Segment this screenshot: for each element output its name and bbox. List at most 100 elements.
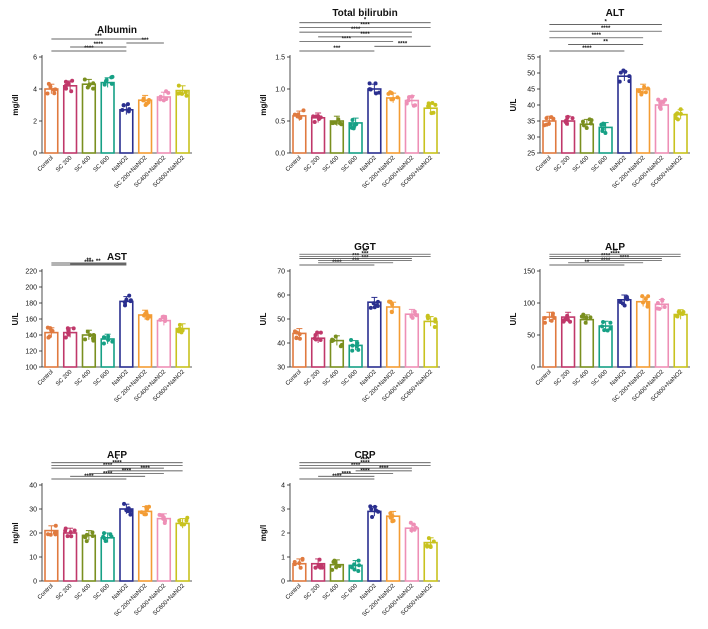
x-tick-label: SC 200 [303,155,322,174]
data-point [542,123,547,128]
y-tick-label: 2 [281,531,285,538]
data-point [550,313,555,318]
data-point [601,320,606,325]
x-tick-label: SC 400 [74,155,93,174]
data-point [53,523,58,528]
data-point [601,122,606,127]
significance-label: * [364,18,367,24]
y-axis-label: U/L [509,98,518,111]
data-point [390,513,395,518]
data-point [372,504,377,509]
data-point [675,314,680,319]
data-point [349,125,354,130]
data-point [300,556,305,561]
significance-label: **** [112,460,122,466]
bar [81,83,97,154]
data-point [645,86,650,91]
y-tick-label: 1.5 [275,55,285,62]
data-point [72,528,77,533]
data-point [348,122,353,127]
significance-label: * [116,458,119,464]
data-point [66,328,71,333]
y-tick-label: 0 [33,151,37,158]
data-point [408,520,413,525]
y-tick-label: 45 [527,87,535,94]
data-point [608,320,613,325]
data-point [102,335,107,340]
bar [44,529,59,582]
data-point [102,531,107,536]
data-point [292,560,297,565]
data-point [330,120,335,125]
bar [175,89,190,154]
data-point [65,534,70,539]
data-point [177,322,182,327]
data-point [180,328,185,333]
significance-label: **** [582,46,592,52]
y-tick-label: 100 [523,301,535,308]
bar [385,306,401,368]
bar [62,85,78,154]
data-point [587,117,592,122]
data-point [373,81,378,86]
chart-alp: ALP U/L 0 50 100 150 Control SC 200 SC 400 SC 600… [509,242,690,404]
data-point [161,98,166,103]
data-point [430,100,435,105]
y-tick-label: 35 [527,119,535,126]
significance-label: **** [398,41,408,47]
data-point [356,568,361,573]
data-point [350,343,355,348]
data-point [64,86,69,91]
data-point [656,97,661,102]
y-tick-label: 10 [29,555,37,562]
x-tick-label: SC 200+NaNO2 [612,369,647,404]
bar [617,75,632,154]
data-point [640,294,645,299]
y-tick-label: 0 [531,365,535,372]
data-point [121,103,126,108]
x-tick-label: SC 400 [322,583,341,602]
bar [119,109,134,154]
bar [385,515,401,582]
data-point [122,501,127,506]
bar [404,99,420,154]
data-point [144,505,149,510]
data-point [159,513,164,518]
x-tick-label: SC 200 [553,369,572,388]
y-axis-label: mg/dl [11,94,20,115]
data-point [542,320,547,325]
y-tick-label: 20 [29,531,37,538]
data-point [69,89,74,94]
bar [560,316,576,368]
data-point [139,510,144,515]
data-point [109,75,114,80]
y-tick-label: 0.0 [275,151,285,158]
data-point [120,108,125,113]
bar [654,303,670,368]
y-axis-label: U/L [11,312,20,325]
data-point [600,129,605,134]
data-point [294,335,299,340]
bar [598,325,613,368]
data-point [297,332,302,337]
data-point [163,314,168,319]
data-point [643,90,648,95]
data-point [301,108,306,113]
y-tick-label: 30 [29,507,37,514]
bar [100,536,115,582]
data-point [183,90,188,95]
significance-label: **** [360,460,370,466]
data-point [620,301,625,306]
x-tick-label: SC 400 [572,155,591,174]
bar [156,319,172,368]
bar [100,81,115,154]
bar [175,327,190,368]
data-point [101,341,106,346]
data-point [318,330,323,335]
data-point [53,532,58,537]
x-tick-label: SC 400 [74,369,93,388]
y-tick-label: 220 [25,269,37,276]
significance-label: **** [360,22,370,28]
data-point [184,518,189,523]
data-point [368,87,373,92]
